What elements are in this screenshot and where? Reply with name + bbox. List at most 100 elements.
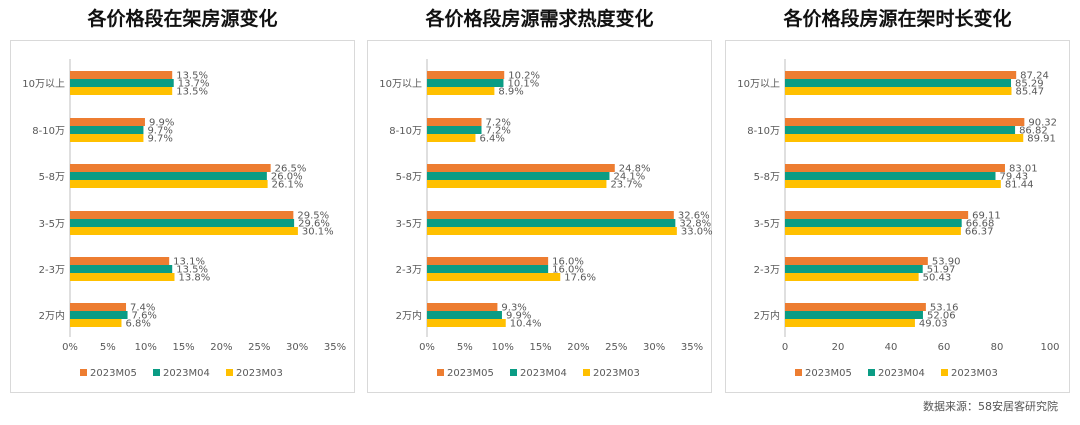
data-label: 6.8%: [125, 319, 150, 330]
data-label: 9.7%: [147, 134, 172, 145]
bar-2023m05: [427, 164, 615, 172]
category-label: 2万内: [754, 309, 780, 322]
data-label: 33.0%: [681, 227, 713, 238]
data-label: 7.2%: [486, 118, 511, 129]
legend-swatch-2023m04: [510, 369, 517, 376]
bar-2023m05: [785, 211, 969, 219]
bar-2023m04: [70, 79, 174, 87]
bar-2023m03: [785, 87, 1012, 95]
data-label: 23.7%: [610, 180, 642, 191]
category-label: 2-3万: [396, 265, 422, 276]
data-label: 85.29: [1015, 79, 1044, 90]
category-label: 2万内: [396, 309, 422, 322]
bar-2023m05: [70, 71, 173, 79]
x-tick-label: 30%: [643, 342, 665, 353]
bar-2023m03: [427, 180, 607, 188]
legend-swatch-2023m03: [941, 369, 948, 376]
data-label: 16.0%: [552, 257, 584, 268]
category-label: 8-10万: [389, 126, 422, 137]
data-label: 13.8%: [178, 273, 210, 284]
data-label: 13.5%: [176, 265, 208, 276]
bar-2023m03: [785, 273, 919, 281]
data-label: 66.37: [965, 227, 994, 238]
category-label: 2-3万: [39, 265, 65, 276]
bar-2023m04: [427, 219, 676, 227]
x-tick-label: 60: [938, 342, 951, 353]
bar-2023m04: [427, 126, 482, 134]
category-label: 5-8万: [39, 172, 65, 183]
bar-2023m05: [427, 257, 549, 265]
bar-2023m04: [785, 79, 1012, 87]
bar-2023m05: [785, 71, 1017, 79]
bar-2023m04: [70, 219, 295, 227]
bar-2023m04: [785, 219, 962, 227]
bar-2023m03: [70, 273, 175, 281]
legend-label: 2023M03: [236, 368, 283, 379]
legend-swatch-2023m04: [868, 369, 875, 376]
data-label: 13.5%: [176, 71, 208, 82]
x-tick-label: 30%: [286, 342, 308, 353]
chart-panel-demand-heat: 10万以上 10.2% 10.1% 8.9% 8-10万 7.2% 7.2% 6.4% 5-8万…: [367, 40, 713, 393]
data-label: 16.0%: [552, 265, 584, 276]
bar-2023m05: [785, 257, 928, 265]
legend-swatch-2023m05: [80, 369, 87, 376]
x-tick-label: 10%: [492, 342, 514, 353]
x-tick-label: 10%: [135, 342, 157, 353]
chart-svg: 10万以上13.5%13.7%13.5%8-10万9.9%9.7%9.7%5-8…: [22, 59, 346, 379]
bar-2023m04: [785, 265, 923, 273]
bar-2023m03: [785, 180, 1001, 188]
data-label: 69.11: [972, 211, 1001, 222]
bar-2023m04: [70, 311, 128, 319]
data-label: 50.43: [923, 273, 952, 284]
bar-2023m03: [70, 227, 298, 235]
bar-2023m05: [427, 71, 505, 79]
data-label: 26.1%: [272, 180, 304, 191]
bar-2023m05: [70, 164, 271, 172]
data-label: 52.06: [927, 311, 956, 322]
x-tick-label: 0%: [62, 342, 78, 353]
data-label: 9.3%: [501, 303, 526, 314]
bar-2023m04: [785, 311, 923, 319]
data-label: 6.4%: [479, 134, 504, 145]
bar-2023m04: [427, 172, 610, 180]
x-tick-label: 5%: [100, 342, 116, 353]
bar-2023m05: [785, 118, 1025, 126]
bar-2023m04: [70, 265, 173, 273]
bar-2023m03: [427, 227, 677, 235]
x-tick-label: 35%: [324, 342, 346, 353]
data-label: 29.6%: [298, 219, 330, 230]
legend-swatch-2023m04: [153, 369, 160, 376]
bar-2023m03: [70, 87, 173, 95]
chart-title-demand-heat: 各价格段房源需求热度变化: [425, 8, 654, 30]
data-label: 7.2%: [486, 126, 511, 137]
chart-panel-listing-duration: 10万以上 87.24 85.29 85.47 8-10万 90.32 86.82 89.91…: [725, 40, 1070, 393]
data-label: 83.01: [1009, 164, 1038, 175]
x-tick-label: 100: [1040, 342, 1059, 353]
data-label: 10.2%: [508, 71, 540, 82]
data-label: 9.7%: [147, 126, 172, 137]
data-label: 81.44: [1005, 180, 1034, 191]
category-label: 3-5万: [754, 219, 780, 230]
bar-2023m05: [70, 303, 127, 311]
x-tick-label: 0: [782, 342, 788, 353]
bar-2023m03: [427, 134, 476, 142]
legend-label: 2023M05: [805, 368, 852, 379]
legend-swatch-2023m05: [437, 369, 444, 376]
bar-2023m05: [427, 211, 674, 219]
chart-title-listing-duration: 各价格段房源在架时长变化: [783, 8, 1012, 30]
bar-2023m04: [70, 126, 144, 134]
data-label: 9.9%: [149, 118, 174, 129]
data-label: 51.97: [927, 265, 956, 276]
bar-2023m04: [427, 311, 502, 319]
bar-2023m04: [70, 172, 267, 180]
data-label: 13.1%: [173, 257, 205, 268]
category-label: 10万以上: [737, 78, 780, 90]
x-tick-label: 25%: [605, 342, 627, 353]
data-label: 86.82: [1019, 126, 1048, 137]
data-label: 49.03: [919, 319, 948, 330]
bar-2023m05: [785, 303, 926, 311]
data-label: 53.90: [932, 257, 961, 268]
x-tick-label: 80: [991, 342, 1004, 353]
legend-label: 2023M05: [447, 368, 494, 379]
